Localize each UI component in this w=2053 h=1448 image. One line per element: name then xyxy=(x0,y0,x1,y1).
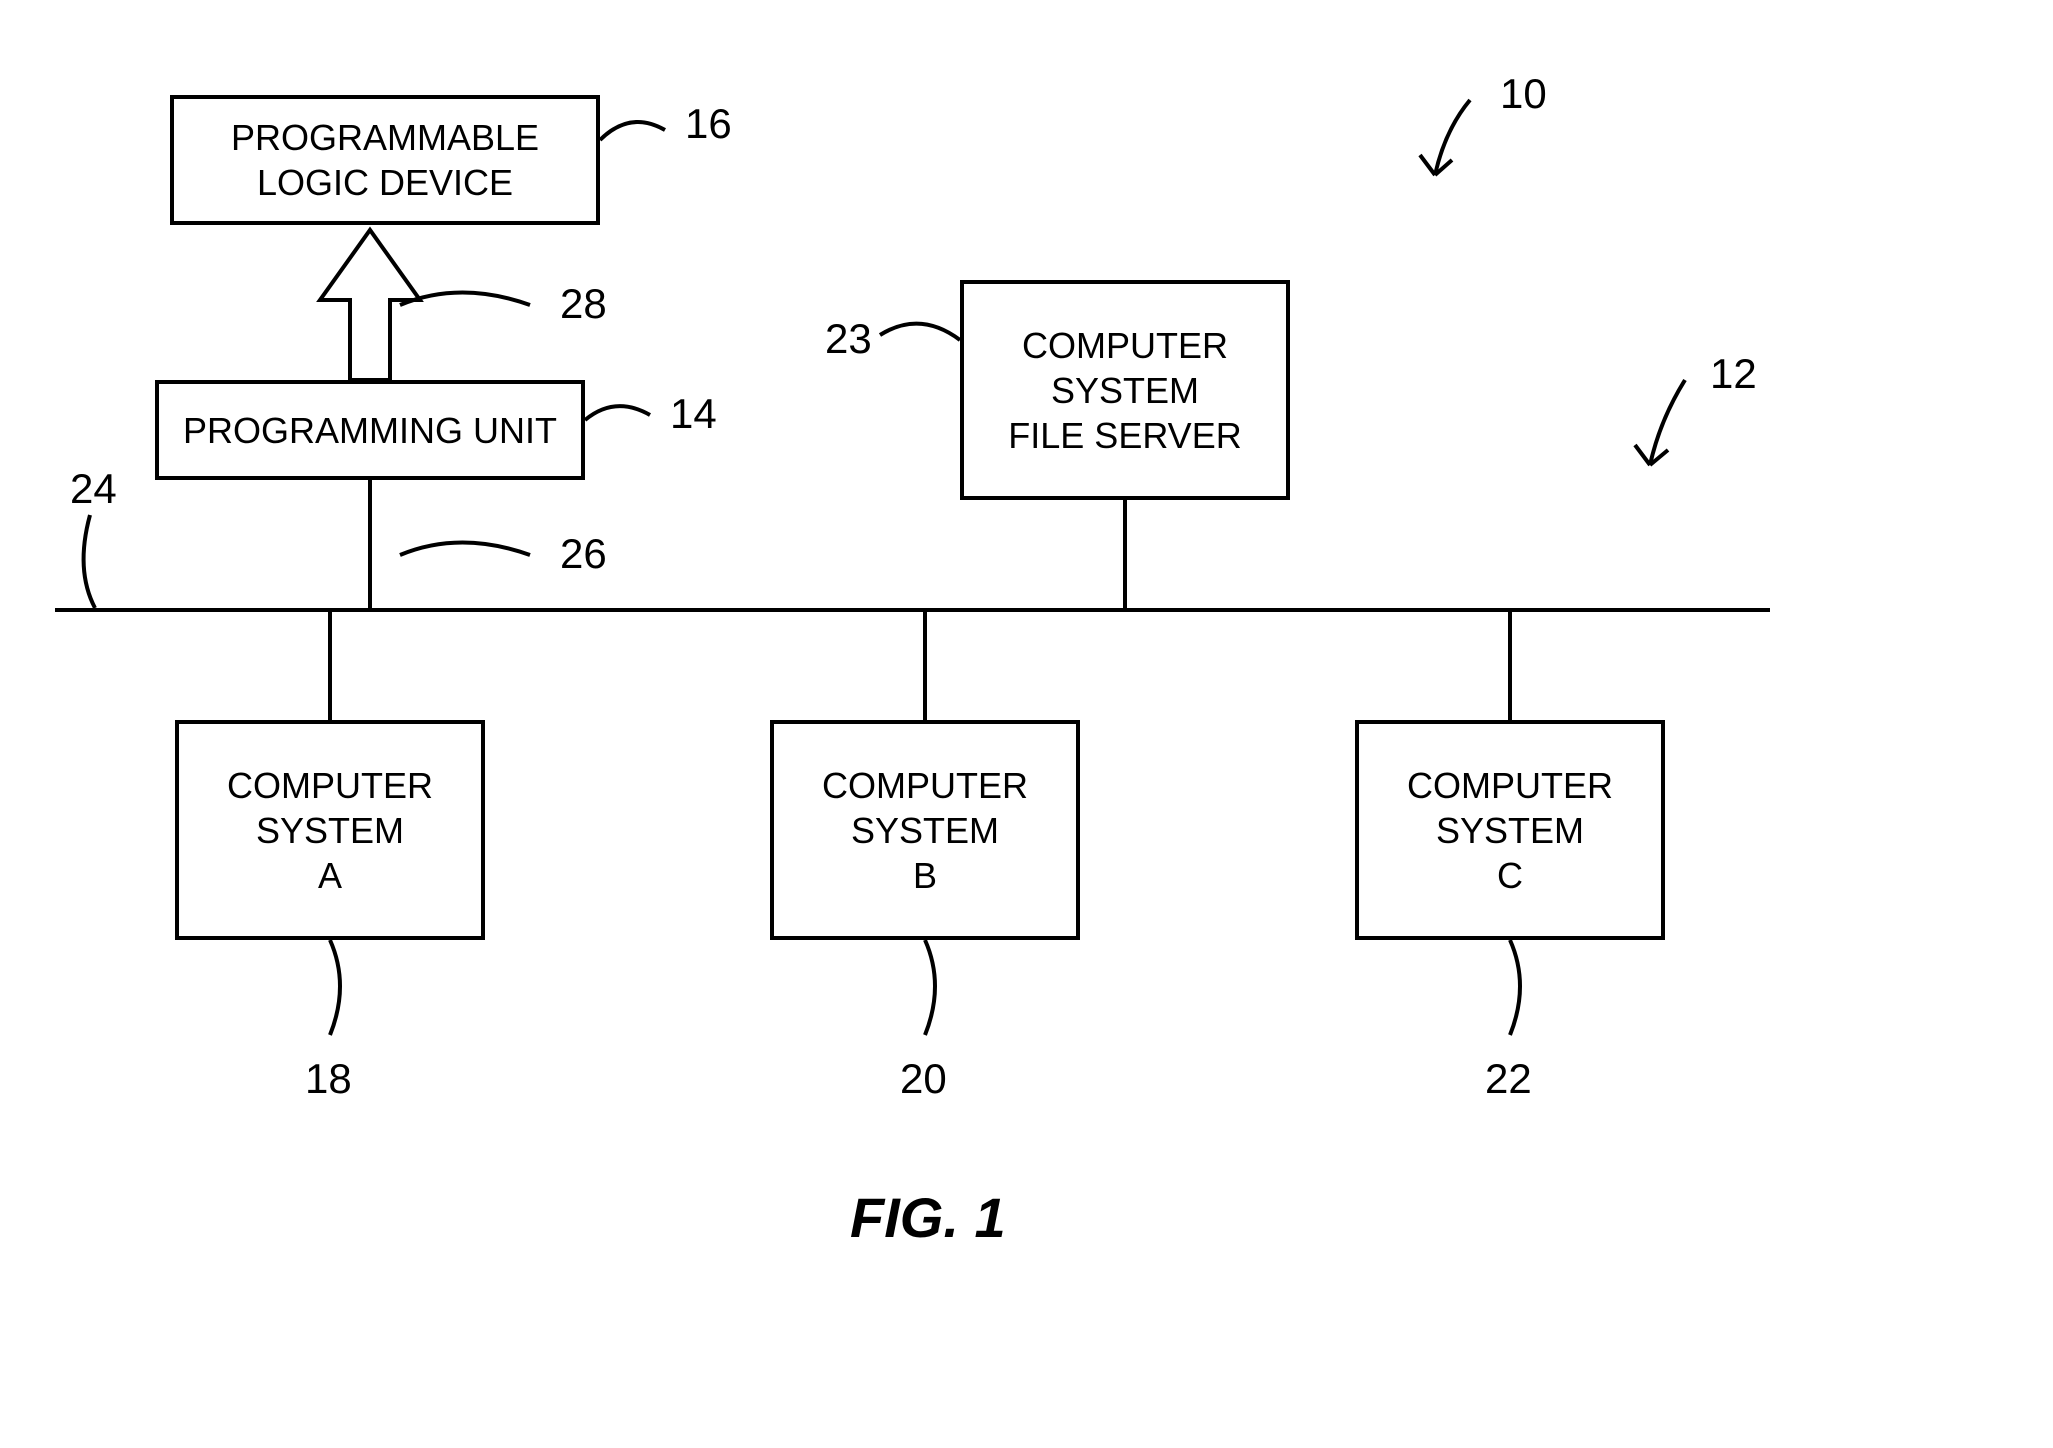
ref-12: 12 xyxy=(1710,350,1757,398)
leader-23 xyxy=(880,324,960,340)
leader-28 xyxy=(400,293,530,306)
conn-comp-b-bus xyxy=(923,610,927,720)
leader-22 xyxy=(1510,940,1520,1035)
box-computer-a-label: COMPUTERSYSTEMA xyxy=(227,763,433,898)
ref-20: 20 xyxy=(900,1055,947,1103)
ref-22: 22 xyxy=(1485,1055,1532,1103)
ref-24: 24 xyxy=(70,465,117,513)
box-computer-c-label: COMPUTERSYSTEMC xyxy=(1407,763,1613,898)
box-file-server: COMPUTERSYSTEMFILE SERVER xyxy=(960,280,1290,500)
leader-20 xyxy=(925,940,935,1035)
box-pld: PROGRAMMABLELOGIC DEVICE xyxy=(170,95,600,225)
leader-12-arrowhead xyxy=(1635,445,1668,465)
leader-16 xyxy=(600,122,665,140)
ref-16: 16 xyxy=(685,100,732,148)
box-programming-unit-label: PROGRAMMING UNIT xyxy=(183,408,557,453)
leader-10-arrowhead xyxy=(1420,155,1452,175)
box-computer-a: COMPUTERSYSTEMA xyxy=(175,720,485,940)
ref-14: 14 xyxy=(670,390,717,438)
box-computer-b-label: COMPUTERSYSTEMB xyxy=(822,763,1028,898)
ref-18: 18 xyxy=(305,1055,352,1103)
ref-10: 10 xyxy=(1500,70,1547,118)
box-programming-unit: PROGRAMMING UNIT xyxy=(155,380,585,480)
ref-26: 26 xyxy=(560,530,607,578)
conn-file-server-bus xyxy=(1123,500,1127,610)
conn-prog-unit-bus xyxy=(368,480,372,610)
leader-12 xyxy=(1650,380,1685,465)
arrow-programming-to-pld xyxy=(320,230,420,380)
block-diagram: PROGRAMMABLELOGIC DEVICE PROGRAMMING UNI… xyxy=(0,0,2053,1448)
box-computer-c: COMPUTERSYSTEMC xyxy=(1355,720,1665,940)
leader-18 xyxy=(330,940,340,1035)
leader-24 xyxy=(84,515,95,608)
leader-26 xyxy=(400,543,530,556)
box-computer-b: COMPUTERSYSTEMB xyxy=(770,720,1080,940)
conn-comp-c-bus xyxy=(1508,610,1512,720)
leader-10 xyxy=(1435,100,1470,175)
leader-14 xyxy=(585,406,650,420)
ref-28: 28 xyxy=(560,280,607,328)
conn-comp-a-bus xyxy=(328,610,332,720)
figure-title: FIG. 1 xyxy=(850,1185,1006,1250)
bus-line xyxy=(55,608,1770,612)
box-pld-label: PROGRAMMABLELOGIC DEVICE xyxy=(231,115,539,205)
box-file-server-label: COMPUTERSYSTEMFILE SERVER xyxy=(1008,323,1241,458)
ref-23: 23 xyxy=(825,315,872,363)
